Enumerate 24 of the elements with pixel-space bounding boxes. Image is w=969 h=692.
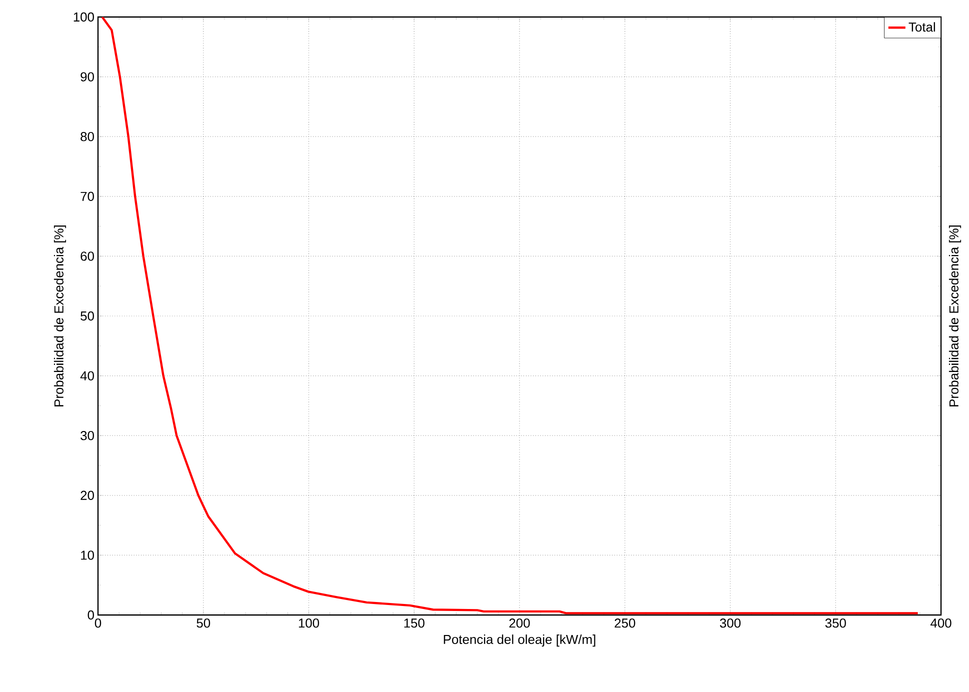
y-tick-label: 60 — [80, 252, 94, 261]
y-tick-label: 90 — [80, 72, 94, 82]
y-tick-label: 10 — [81, 550, 94, 560]
x-tick-label: 200 — [509, 618, 530, 628]
y-tick-label: 50 — [80, 311, 94, 321]
x-tick-label: 300 — [720, 618, 741, 628]
x-tick-label: 0 — [94, 618, 102, 628]
x-tick-label: 100 — [298, 618, 320, 628]
x-tick-label: 250 — [614, 618, 636, 628]
y-axis-title: Probabilidad de Excedencia [%] — [54, 226, 66, 406]
y-tick-label: 30 — [80, 431, 94, 440]
y2-axis-title: Probabilidad de Excedencia [%] — [948, 226, 962, 406]
x-axis-title: Potencia del oleaje [kW/m] — [444, 634, 596, 647]
x-tick-label: 350 — [825, 618, 846, 628]
legend-label: Total — [908, 22, 935, 32]
x-tick-label: 50 — [196, 618, 210, 628]
y-tick-label: 80 — [80, 132, 94, 142]
x-tick-label: 150 — [404, 618, 424, 628]
y-tick-label: 100 — [74, 12, 94, 22]
y-tick-label: 70 — [80, 192, 94, 201]
y-tick-label: 20 — [80, 490, 94, 500]
y-tick-label: 0 — [88, 610, 94, 620]
x-tick-label: 400 — [930, 618, 952, 628]
y-tick-label: 40 — [80, 371, 94, 380]
